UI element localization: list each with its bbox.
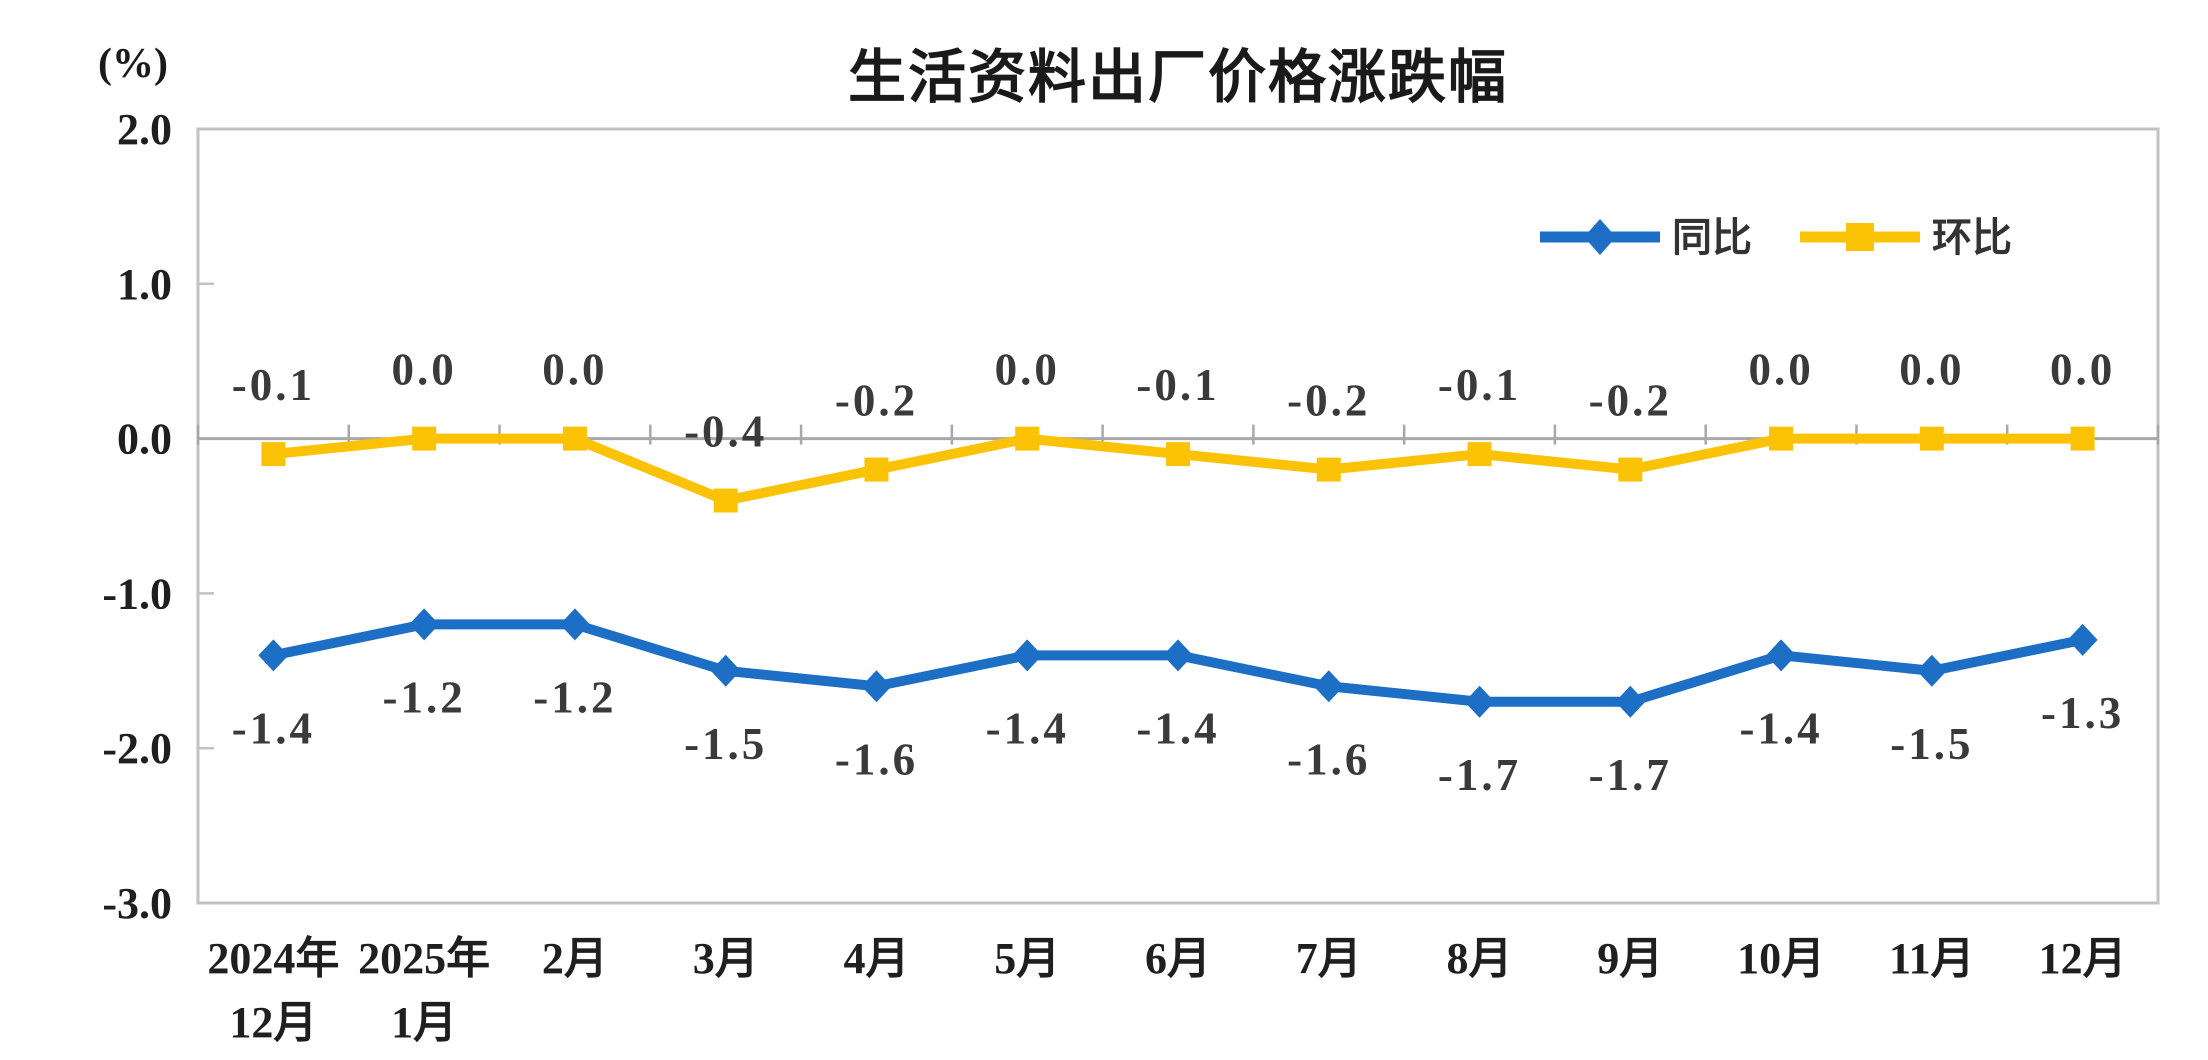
y-axis-label: 2.0 xyxy=(117,105,172,154)
mom-marker xyxy=(1316,457,1341,482)
yoy-data-label: -1.5 xyxy=(684,719,767,769)
mom-data-label: 0.0 xyxy=(1899,345,1964,395)
mom-marker xyxy=(1919,426,1944,451)
mom-marker xyxy=(864,457,889,482)
x-axis-label: 10月 xyxy=(1737,934,1825,983)
mom-marker xyxy=(1618,457,1643,482)
x-axis-label: 6月 xyxy=(1145,934,1211,983)
legend-mom-label: 环比 xyxy=(1932,215,2012,260)
mom-marker xyxy=(1769,426,1794,451)
yoy-marker xyxy=(1313,670,1344,703)
x-axis-label: 2025年 1月 xyxy=(358,934,490,1047)
yoy-marker xyxy=(1916,654,1947,687)
mom-data-label: -0.4 xyxy=(684,407,767,457)
yoy-data-label: -1.7 xyxy=(1438,750,1521,800)
mom-marker xyxy=(562,426,587,451)
mom-data-label: -0.2 xyxy=(835,376,918,426)
yoy-marker xyxy=(1012,639,1043,672)
x-axis-label: 2024年 12月 xyxy=(207,934,339,1047)
mom-data-label: -0.1 xyxy=(232,360,315,410)
mom-marker xyxy=(261,442,286,467)
yoy-marker xyxy=(2067,623,2098,656)
chart-title: 生活资料出厂价格涨跌幅 xyxy=(847,45,1508,110)
mom-data-label: -0.1 xyxy=(1136,360,1219,410)
x-axis-label: 2月 xyxy=(542,934,608,983)
y-axis-unit-label: (%) xyxy=(98,41,168,87)
x-axis-label: 12月 xyxy=(2039,934,2127,983)
yoy-marker xyxy=(409,608,440,641)
mom-marker xyxy=(1166,442,1190,467)
yoy-data-label: -1.4 xyxy=(232,703,315,753)
yoy-marker xyxy=(861,670,892,703)
mom-data-label: 0.0 xyxy=(1748,345,1813,395)
yoy-data-label: -1.7 xyxy=(1589,750,1672,800)
yoy-marker xyxy=(710,654,741,687)
y-axis-label: 0.0 xyxy=(117,415,172,464)
yoy-data-label: -1.6 xyxy=(835,734,918,784)
yoy-marker xyxy=(1163,639,1193,672)
mom-data-label: -0.2 xyxy=(1287,376,1370,426)
yoy-data-label: -1.4 xyxy=(1739,703,1822,753)
yoy-marker xyxy=(1615,685,1646,718)
yoy-data-label: -1.6 xyxy=(1287,734,1370,784)
y-axis-label: -3.0 xyxy=(102,879,172,928)
x-axis-label: 3月 xyxy=(693,934,759,983)
mom-data-label: 0.0 xyxy=(2050,345,2115,395)
plot-area-border xyxy=(196,127,2160,905)
mom-marker xyxy=(1015,426,1040,451)
mom-data-label: -0.2 xyxy=(1589,376,1672,426)
legend-mom-marker xyxy=(1846,223,1874,251)
x-axis-label: 9月 xyxy=(1597,934,1663,983)
legend-yoy-marker xyxy=(1584,219,1616,255)
x-axis-label: 11月 xyxy=(1889,934,1975,983)
yoy-data-label: -1.4 xyxy=(986,703,1069,753)
mom-marker xyxy=(1467,442,1492,467)
y-axis-label: -1.0 xyxy=(102,569,172,618)
x-axis-label: 8月 xyxy=(1447,934,1513,983)
y-axis-label: -2.0 xyxy=(102,724,172,773)
yoy-data-label: -1.3 xyxy=(2041,688,2124,738)
mom-data-label: -0.1 xyxy=(1438,360,1521,410)
yoy-marker xyxy=(258,639,289,672)
yoy-marker xyxy=(559,608,590,641)
yoy-data-label: -1.5 xyxy=(1890,719,1973,769)
yoy-data-label: -1.2 xyxy=(533,672,616,722)
y-axis-label: 1.0 xyxy=(117,260,172,309)
yoy-marker xyxy=(1464,685,1495,718)
yoy-marker xyxy=(1766,639,1797,672)
x-axis-label: 5月 xyxy=(994,934,1060,983)
mom-marker xyxy=(713,488,738,513)
mom-marker xyxy=(2070,426,2095,451)
x-axis-label: 7月 xyxy=(1296,934,1362,983)
x-axis-label: 4月 xyxy=(843,934,909,983)
mom-data-label: 0.0 xyxy=(995,345,1060,395)
legend-yoy-label: 同比 xyxy=(1672,215,1752,260)
yoy-data-label: -1.2 xyxy=(383,672,466,722)
mom-marker xyxy=(412,426,437,451)
mom-data-label: 0.0 xyxy=(542,345,607,395)
yoy-data-label: -1.4 xyxy=(1136,703,1219,753)
mom-data-label: 0.0 xyxy=(392,345,457,395)
